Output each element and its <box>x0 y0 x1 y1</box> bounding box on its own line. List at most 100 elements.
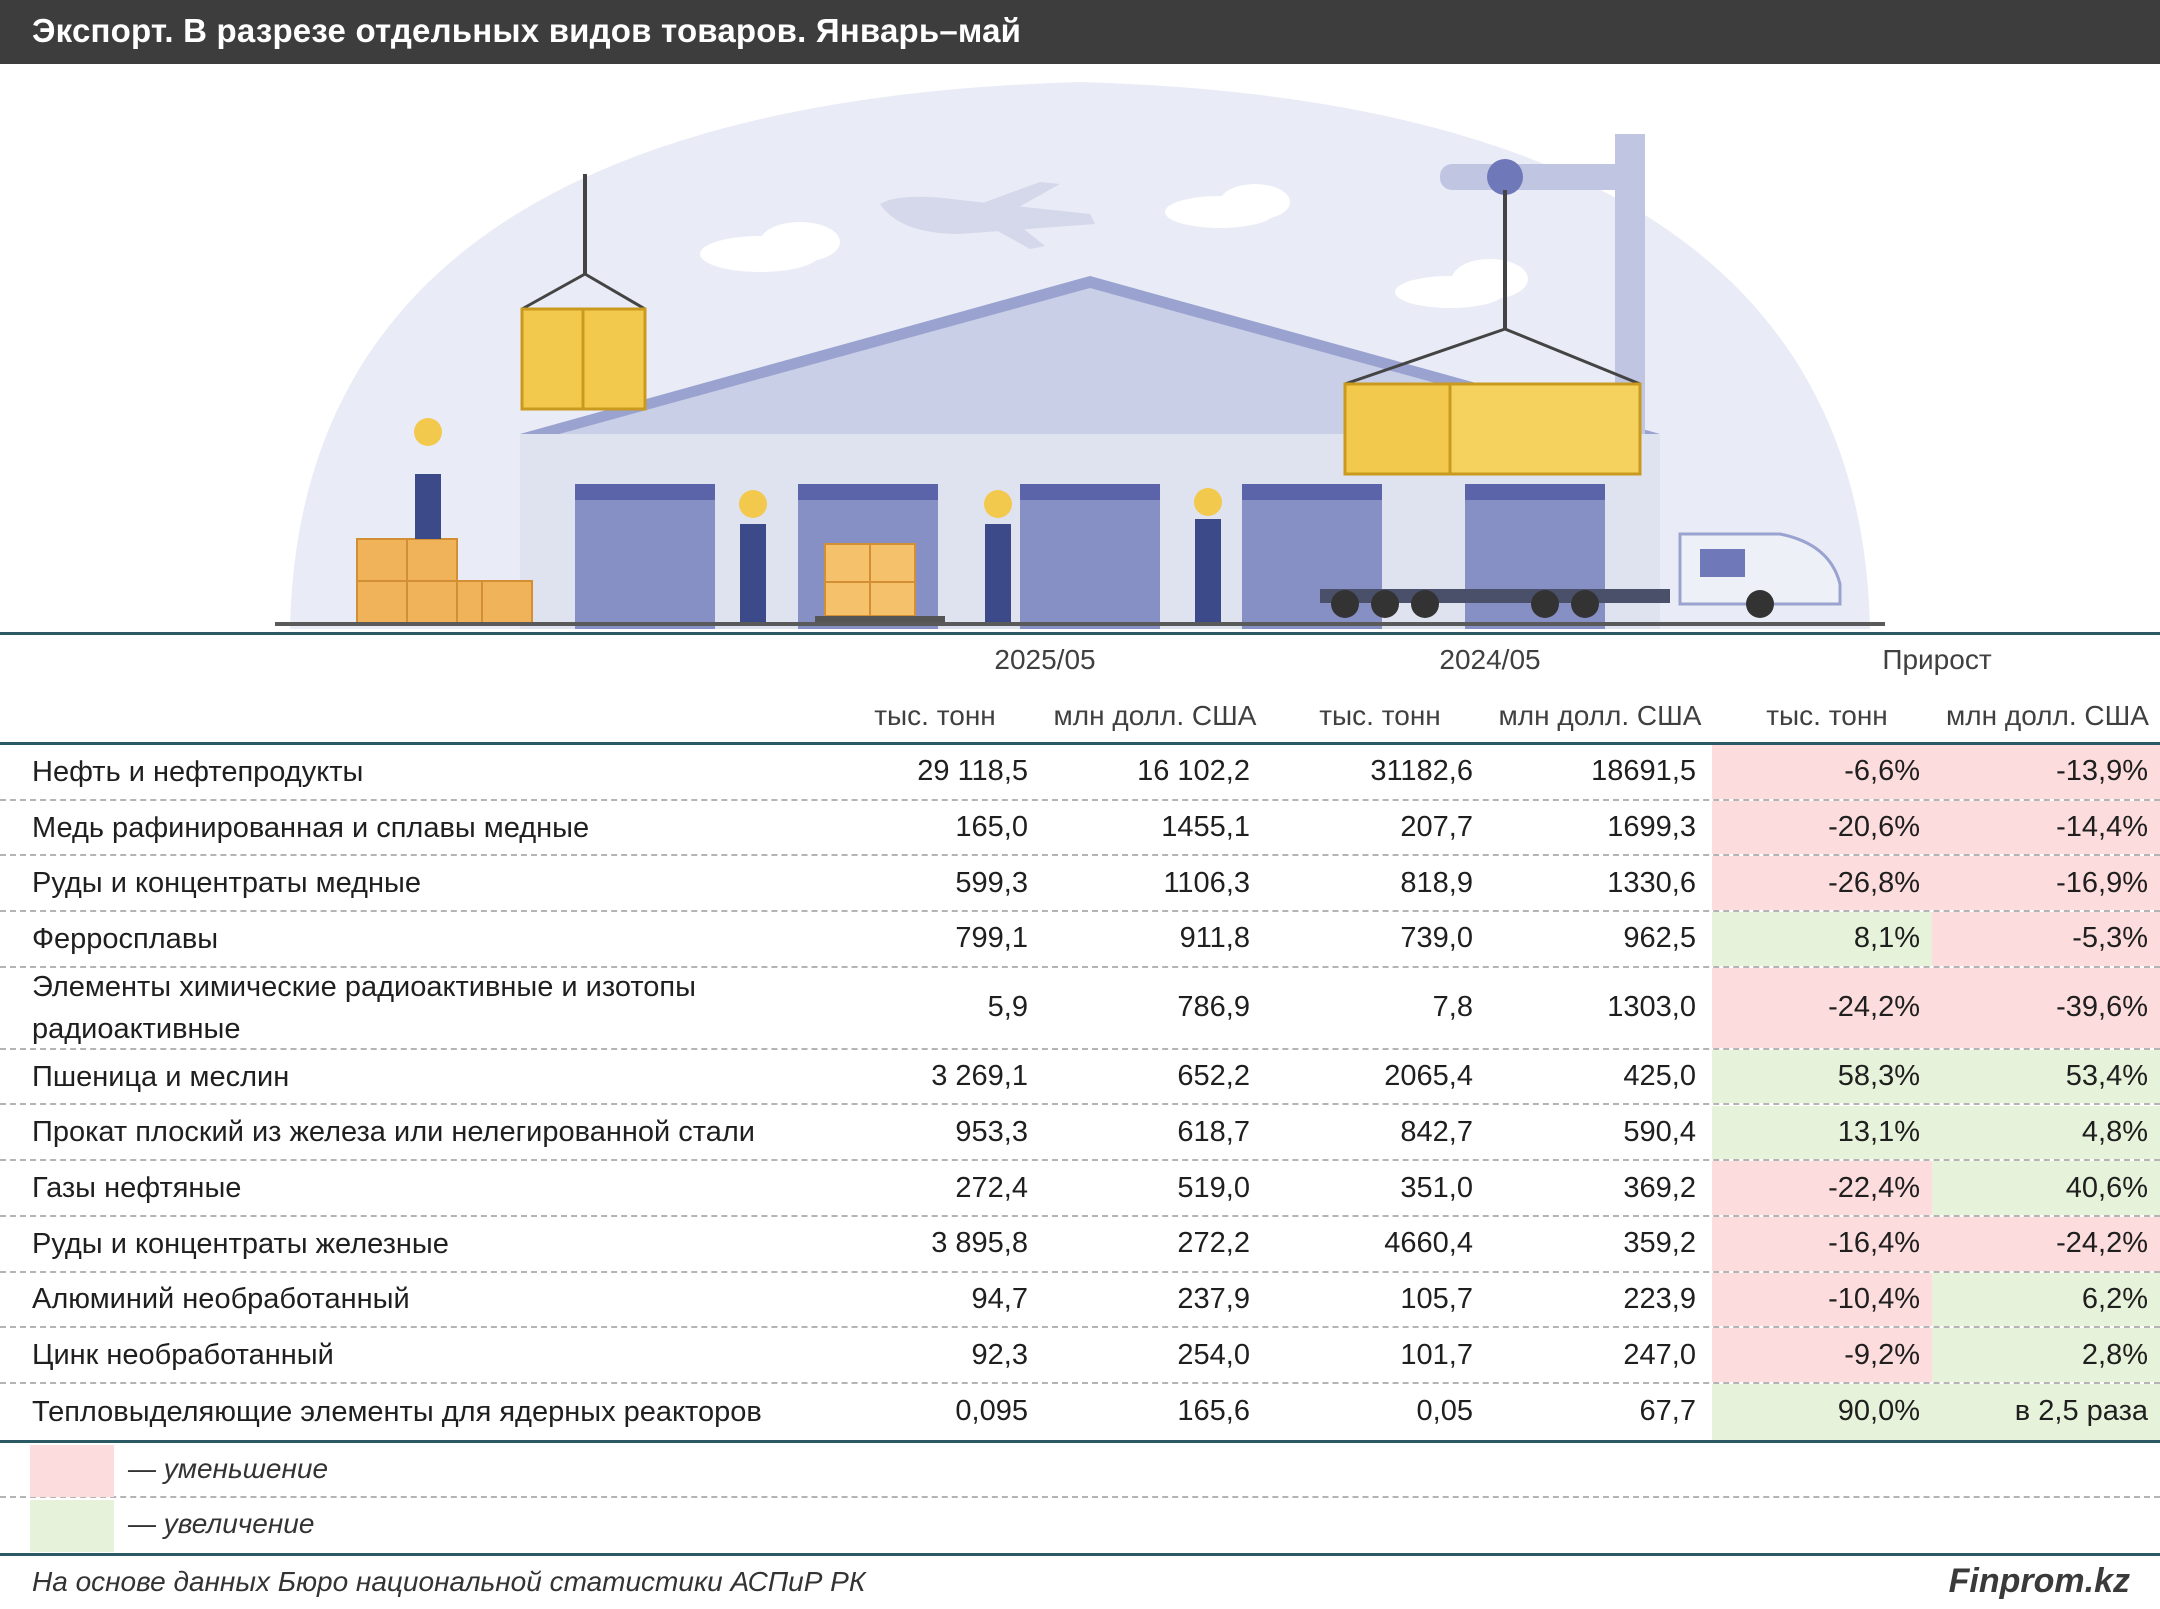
row-label: Газы нефтяные <box>32 1172 242 1205</box>
cell-growth-usd: 4,8% <box>1932 1105 2160 1160</box>
cell-usd-2024: 1330,6 <box>1607 866 1696 899</box>
cell-growth-usd: -16,9% <box>1932 856 2160 911</box>
table-top-rule <box>0 632 2160 635</box>
cell-tons-2024: 4660,4 <box>1384 1227 1473 1260</box>
cell-growth-usd: 53,4% <box>1932 1049 2160 1104</box>
cell-tons-2024: 7,8 <box>1432 991 1473 1024</box>
brand-logo: Finprom.kz <box>1948 1562 2130 1600</box>
decrease-swatch <box>30 1445 114 1497</box>
cell-usd-2025: 618,7 <box>1177 1115 1250 1148</box>
warehouse-illustration <box>275 82 1885 629</box>
legend-decrease: — уменьшение <box>0 1443 2160 1498</box>
cell-usd-2024: 590,4 <box>1623 1115 1696 1148</box>
cell-tons-2024: 842,7 <box>1400 1115 1473 1148</box>
cell-usd-2025: 911,8 <box>1179 922 1250 955</box>
cell-tons-2024: 351,0 <box>1400 1171 1473 1204</box>
cell-growth-tons: 90,0% <box>1712 1384 1932 1440</box>
cell-tons-2025: 94,7 <box>971 1282 1028 1315</box>
cell-growth-usd: -14,4% <box>1932 800 2160 855</box>
header-rule <box>0 742 2160 745</box>
group-header-2025: 2025/05 <box>994 644 1096 675</box>
cell-usd-2024: 369,2 <box>1623 1171 1696 1204</box>
cell-growth-tons: -26,8% <box>1712 856 1932 911</box>
cell-tons-2025: 29 118,5 <box>917 755 1028 788</box>
col-header-tons-2024: тыс. тонн <box>1319 700 1441 731</box>
col-header-usd-2025: млн долл. США <box>1053 700 1257 731</box>
row-label: Прокат плоский из железа или нелегирован… <box>32 1116 755 1149</box>
cell-tons-2025: 599,3 <box>955 866 1028 899</box>
cell-growth-usd: -39,6% <box>1932 967 2160 1048</box>
cell-tons-2024: 739,0 <box>1400 922 1473 955</box>
cell-tons-2025: 0,095 <box>955 1395 1028 1428</box>
increase-swatch <box>30 1500 114 1552</box>
legend-increase-label: — увеличение <box>128 1508 315 1539</box>
cell-growth-usd: 2,8% <box>1932 1328 2160 1382</box>
cell-tons-2025: 3 895,8 <box>931 1227 1028 1260</box>
legend-decrease-label: — уменьшение <box>128 1453 329 1484</box>
cell-usd-2024: 67,7 <box>1639 1395 1696 1428</box>
cell-tons-2025: 953,3 <box>955 1115 1028 1148</box>
cell-usd-2024: 247,0 <box>1623 1338 1696 1371</box>
cell-growth-tons: -6,6% <box>1712 745 1932 799</box>
cell-usd-2025: 1106,3 <box>1163 866 1250 899</box>
group-header-2024: 2024/05 <box>1439 644 1541 675</box>
cell-growth-tons: -10,4% <box>1712 1272 1932 1327</box>
cell-tons-2024: 101,7 <box>1400 1338 1473 1371</box>
cell-growth-tons: -20,6% <box>1712 800 1932 855</box>
cell-growth-tons: -24,2% <box>1712 967 1932 1048</box>
cell-usd-2024: 1699,3 <box>1607 811 1696 844</box>
col-header-usd-growth: млн долл. США <box>1946 700 2149 731</box>
cell-usd-2024: 962,5 <box>1623 922 1696 955</box>
title-bar: Экспорт. В разрезе отдельных видов товар… <box>0 0 2160 64</box>
table-row: Руды и концентраты железные 3 895,8 272,2 4… <box>0 1216 2160 1273</box>
cell-tons-2024: 207,7 <box>1400 811 1473 844</box>
cell-growth-usd: -13,9% <box>1932 745 2160 799</box>
table-row: Цинк необработанный 92,3 254,0 101,7 247,0 -9… <box>0 1328 2160 1384</box>
table-row: Пшеница и меслин 3 269,1 652,2 2065,4 425,0 5… <box>0 1049 2160 1106</box>
legend-increase: — увеличение <box>0 1498 2160 1553</box>
row-label: Руды и концентраты железные <box>32 1227 449 1260</box>
cell-growth-usd: 40,6% <box>1932 1161 2160 1215</box>
row-label: Пшеница и меслин <box>32 1060 290 1093</box>
cell-growth-tons: -9,2% <box>1712 1328 1932 1382</box>
cell-tons-2024: 0,05 <box>1416 1395 1473 1428</box>
cell-tons-2024: 105,7 <box>1400 1282 1473 1315</box>
cell-usd-2025: 16 102,2 <box>1137 755 1250 788</box>
cell-growth-tons: -22,4% <box>1712 1161 1932 1215</box>
table-row: Медь рафинированная и сплавы медные 165,0… <box>0 800 2160 857</box>
table-row: Алюминий необработанный 94,7 237,9 105,7 223… <box>0 1272 2160 1329</box>
cell-tons-2025: 3 269,1 <box>931 1060 1028 1093</box>
cell-tons-2024: 31182,6 <box>1370 755 1473 788</box>
cell-tons-2024: 2065,4 <box>1384 1060 1473 1093</box>
table-row: Руды и концентраты медные 599,3 1106,3 818,… <box>0 856 2160 913</box>
table-row: Тепловыделяющие элементы для ядерных реа… <box>0 1384 2160 1440</box>
cell-tons-2025: 165,0 <box>955 811 1028 844</box>
table-row: Прокат плоский из железа или нелегирован… <box>0 1105 2160 1162</box>
cell-usd-2025: 652,2 <box>1177 1060 1250 1093</box>
cell-tons-2025: 799,1 <box>955 922 1028 955</box>
row-label: Алюминий необработанный <box>32 1283 410 1316</box>
cell-growth-usd: 6,2% <box>1932 1272 2160 1327</box>
cell-usd-2025: 165,6 <box>1177 1395 1250 1428</box>
table-row: Газы нефтяные 272,4 519,0 351,0 369,2 -22,4% 4… <box>0 1161 2160 1217</box>
row-label: Элементы химические радиоактивные и изот… <box>32 970 696 1045</box>
row-label: Нефть и нефтепродукты <box>32 755 364 788</box>
cell-tons-2024: 818,9 <box>1400 866 1473 899</box>
table-row: Элементы химические радиоактивные и изот… <box>0 967 2160 1050</box>
cell-usd-2025: 272,2 <box>1177 1227 1250 1260</box>
row-label: Цинк необработанный <box>32 1339 334 1372</box>
cell-usd-2025: 237,9 <box>1177 1282 1250 1315</box>
cell-usd-2025: 1455,1 <box>1161 811 1250 844</box>
cell-growth-tons: -16,4% <box>1712 1216 1932 1271</box>
cell-tons-2025: 92,3 <box>971 1338 1028 1371</box>
cell-growth-tons: 8,1% <box>1712 912 1932 966</box>
col-header-tons-growth: тыс. тонн <box>1766 700 1888 731</box>
table-bottom-rule <box>0 1440 2160 1443</box>
page-title: Экспорт. В разрезе отдельных видов товар… <box>32 12 1022 49</box>
cell-usd-2025: 254,0 <box>1177 1338 1250 1371</box>
cell-usd-2024: 1303,0 <box>1607 991 1696 1024</box>
cell-usd-2025: 786,9 <box>1177 991 1250 1024</box>
cell-growth-tons: 13,1% <box>1712 1105 1932 1160</box>
table-row: Ферросплавы 799,1 911,8 739,0 962,5 8,1% -5,3% <box>0 912 2160 968</box>
cell-growth-usd: -5,3% <box>1932 912 2160 966</box>
